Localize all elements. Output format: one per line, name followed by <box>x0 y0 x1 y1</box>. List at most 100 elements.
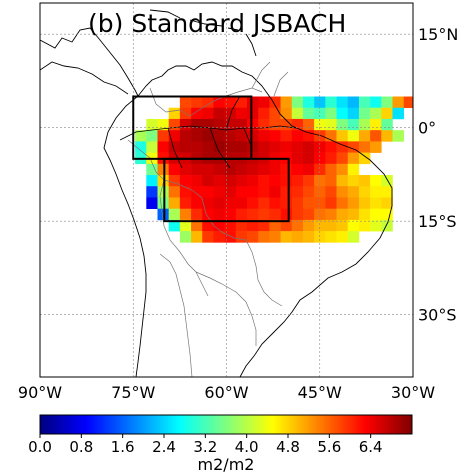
lai-cell <box>191 175 203 187</box>
lai-cell <box>235 130 248 142</box>
lai-cell <box>157 175 169 187</box>
lai-cell <box>247 141 259 153</box>
lai-cell <box>336 231 349 243</box>
lai-cell <box>347 186 360 198</box>
lai-cell <box>370 208 382 221</box>
latitude-label: 15°N <box>418 25 458 44</box>
lai-cell <box>235 197 248 209</box>
lai-cell <box>258 141 270 153</box>
lai-cell <box>191 107 203 120</box>
map-title: (b) Standard JSBACH <box>88 9 346 38</box>
lai-cell <box>191 208 203 221</box>
lai-cell <box>157 141 169 153</box>
lai-cell <box>358 152 371 165</box>
lai-cell <box>213 208 225 221</box>
lai-cell <box>302 175 315 187</box>
lai-cell <box>280 197 293 209</box>
lai-cell <box>302 96 315 109</box>
lai-cell <box>392 107 404 120</box>
longitude-label: 90°W <box>18 383 62 402</box>
lai-cell <box>168 141 181 153</box>
lai-cell <box>269 175 281 187</box>
lai-cell <box>302 186 315 198</box>
lai-cell <box>258 118 270 131</box>
lai-cell <box>392 130 404 142</box>
lai-cell <box>235 186 248 198</box>
colorbar-tick-label: 0.0 <box>28 438 52 456</box>
lai-cell <box>202 163 214 176</box>
lai-cell <box>280 107 293 120</box>
lai-cell <box>157 186 169 198</box>
lai-cell <box>258 163 270 176</box>
lai-cell <box>202 219 214 232</box>
lai-cell <box>302 107 315 120</box>
lai-cell <box>302 219 315 232</box>
colorbar-tick-label: 1.6 <box>111 438 135 456</box>
lai-cell <box>336 130 349 142</box>
lai-cell <box>191 96 203 109</box>
lai-cell <box>247 231 259 243</box>
lai-cell <box>179 197 192 209</box>
lai-cell <box>336 186 349 198</box>
lai-cell <box>381 118 393 131</box>
lai-cell <box>269 107 281 120</box>
lai-cell <box>213 163 225 176</box>
lai-cell <box>224 141 237 153</box>
lai-cell <box>235 231 248 243</box>
lai-cell <box>370 186 382 198</box>
lai-cell <box>179 130 192 142</box>
lai-cell <box>358 186 371 198</box>
lai-cell <box>213 197 225 209</box>
lai-cell <box>224 197 237 209</box>
lai-cell <box>269 141 281 153</box>
lai-cell <box>191 141 203 153</box>
lai-cell <box>202 118 214 131</box>
lai-cell <box>280 186 293 198</box>
lai-cell <box>280 130 293 142</box>
lai-cell <box>157 208 169 221</box>
lai-cell <box>325 219 337 232</box>
lai-cell <box>280 219 293 232</box>
lai-cell <box>370 130 382 142</box>
lai-cell <box>269 163 281 176</box>
colorbar-tick-label: 4.8 <box>276 438 300 456</box>
lai-cell <box>325 163 337 176</box>
lai-cell <box>336 141 349 153</box>
lai-cell <box>179 141 192 153</box>
lai-cell <box>146 197 158 209</box>
lai-cell <box>179 231 192 243</box>
lai-cell <box>213 130 225 142</box>
lai-cell <box>235 141 248 153</box>
lai-cell <box>191 130 203 142</box>
lai-cell <box>325 186 337 198</box>
lai-cell <box>291 107 304 120</box>
lai-cell <box>179 175 192 187</box>
lai-cell <box>314 107 326 120</box>
latitude-label: 0° <box>418 119 436 138</box>
lai-cell <box>179 208 192 221</box>
lai-cell <box>291 163 304 176</box>
lai-cell <box>381 186 393 198</box>
lai-cell <box>258 208 270 221</box>
lai-cell <box>224 186 237 198</box>
longitude-label: 45°W <box>298 383 342 402</box>
lai-cell <box>247 107 259 120</box>
lai-cell <box>202 141 214 153</box>
lai-cell <box>325 152 337 165</box>
lai-cell <box>213 186 225 198</box>
lai-cell <box>358 208 371 221</box>
lai-cell <box>235 163 248 176</box>
lai-cell <box>358 219 371 232</box>
lai-cell <box>202 175 214 187</box>
lai-cell <box>325 141 337 153</box>
lai-cell <box>168 208 181 221</box>
central-america-coast <box>40 27 139 97</box>
lai-cell <box>392 96 404 109</box>
lai-cell <box>135 130 147 142</box>
lai-cell <box>381 219 393 232</box>
lai-cell <box>247 208 259 221</box>
lai-cell <box>358 118 371 131</box>
lai-cell <box>347 152 360 165</box>
lai-cell <box>179 96 192 109</box>
lai-cell <box>247 163 259 176</box>
